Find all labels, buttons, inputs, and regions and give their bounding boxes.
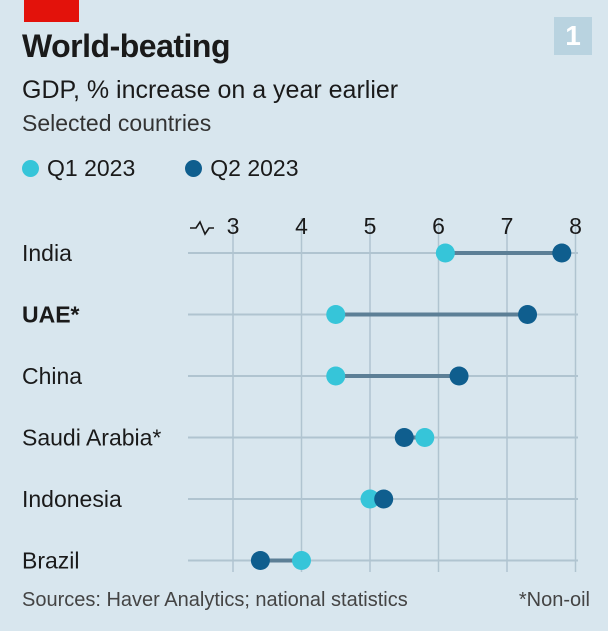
sources-note: Sources: Haver Analytics; national stati… [22,589,408,611]
point-q1 [292,551,311,570]
legend-label-q2: Q2 2023 [210,155,299,181]
axis-break-icon [190,220,214,236]
chart-number-badge: 1 [554,17,592,55]
legend: Q1 2023 Q2 2023 [22,155,349,182]
tick-label-8: 8 [569,213,582,239]
category-label: India [22,240,72,266]
tick-label-5: 5 [364,213,377,239]
legend-label-q1: Q1 2023 [47,155,136,181]
category-label: UAE* [22,302,80,328]
point-q1 [326,305,346,324]
legend-dot-q1 [22,160,39,177]
point-q2 [394,428,414,447]
point-q2 [374,489,394,509]
category-label: Indonesia [22,486,122,512]
brand-red-bar [24,0,79,22]
legend-item-q2: Q2 2023 [185,155,299,182]
point-q2 [552,243,572,263]
legend-dot-q2 [185,160,203,177]
tick-label-7: 7 [501,213,514,239]
category-label: Saudi Arabia* [22,425,161,451]
point-q1 [326,366,346,386]
point-q2 [518,305,538,324]
point-q1 [360,489,380,509]
non-oil-note: *Non-oil [518,589,590,611]
chart-subsubtitle: Selected countries [22,110,212,136]
chart-title: World-beating [22,28,231,64]
point-q2 [250,551,270,570]
point-q1 [415,428,435,447]
point-q1 [435,243,455,263]
legend-item-q1: Q1 2023 [22,155,135,182]
tick-label-4: 4 [295,213,308,239]
tick-label-6: 6 [432,213,445,239]
point-q2 [449,366,469,386]
category-label: China [22,363,82,389]
tick-label-3: 3 [227,213,240,239]
category-label: Brazil [22,548,80,574]
chart-subtitle: GDP, % increase on a year earlier [22,76,399,104]
